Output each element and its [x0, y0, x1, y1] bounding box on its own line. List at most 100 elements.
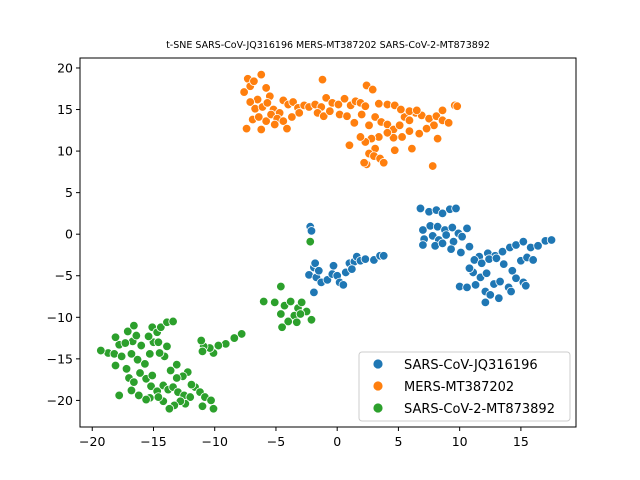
y-tick-label: −5	[55, 268, 73, 283]
data-point	[141, 394, 151, 405]
data-point	[186, 379, 197, 390]
data-point	[521, 281, 531, 291]
data-point	[110, 360, 121, 371]
x-tick-label: −15	[140, 434, 166, 449]
data-point	[528, 255, 538, 265]
data-point	[121, 364, 132, 374]
x-tick-label: 15	[513, 434, 529, 449]
legend-item-mers: MERS-MT387202	[372, 380, 514, 395]
data-point	[397, 132, 407, 142]
data-point	[338, 280, 349, 290]
data-point	[168, 316, 178, 327]
data-point	[464, 263, 475, 273]
data-point	[276, 309, 286, 319]
data-point	[344, 140, 355, 150]
data-point	[126, 385, 137, 396]
data-point	[131, 330, 142, 341]
chart-title: t-SNE SARS-CoV-JQ316196 MERS-MT387202 SA…	[166, 40, 490, 51]
data-point	[132, 354, 143, 365]
data-point	[129, 377, 139, 387]
data-point	[239, 87, 249, 97]
legend-marker-mers	[372, 380, 384, 392]
data-point	[154, 348, 165, 358]
data-point	[135, 368, 145, 378]
data-point	[282, 123, 292, 134]
data-point	[197, 401, 208, 411]
data-point	[364, 120, 374, 131]
data-point	[123, 326, 133, 337]
data-point	[229, 333, 240, 343]
data-point	[339, 94, 350, 104]
series-2	[96, 236, 317, 414]
data-point	[394, 120, 405, 131]
data-point	[447, 222, 458, 233]
data-point	[462, 223, 472, 234]
data-point	[347, 264, 357, 274]
data-point	[306, 226, 317, 236]
data-point	[185, 392, 195, 402]
plot-frame	[79, 57, 577, 428]
data-point	[355, 132, 366, 142]
legend-item-sars-cov: SARS-CoV-JQ316196	[372, 358, 538, 373]
data-point	[254, 112, 264, 122]
data-point	[140, 359, 150, 369]
data-point	[153, 392, 164, 402]
data-point	[441, 230, 451, 240]
legend-label-sars-cov-2: SARS-CoV-2-MT873892	[404, 402, 555, 417]
y-tick-label: 15	[57, 102, 73, 117]
data-point	[374, 99, 384, 109]
data-point	[470, 280, 481, 290]
data-point	[518, 236, 529, 247]
data-point	[241, 123, 252, 134]
data-point	[418, 225, 428, 235]
data-point	[379, 251, 389, 261]
data-point	[333, 99, 344, 110]
x-tick-label: −10	[202, 434, 228, 449]
data-point	[414, 128, 424, 139]
data-point	[446, 244, 456, 254]
data-point	[153, 337, 164, 347]
series-1	[239, 69, 462, 171]
data-point	[379, 158, 389, 168]
data-point	[172, 373, 182, 383]
data-point	[172, 359, 182, 370]
data-point	[457, 231, 467, 242]
data-point	[451, 203, 461, 214]
data-point	[156, 322, 166, 332]
data-point	[197, 346, 208, 357]
legend: SARS-CoV-JQ316196 MERS-MT387202 SARS-CoV…	[358, 351, 571, 422]
data-point	[256, 69, 266, 80]
data-point	[206, 395, 216, 406]
data-point	[292, 317, 302, 327]
x-tick-label: 10	[452, 434, 468, 449]
data-point	[319, 111, 329, 121]
data-point	[294, 108, 304, 118]
data-point	[145, 349, 155, 359]
data-point	[388, 133, 399, 143]
data-point	[136, 340, 146, 351]
y-tick-label: 5	[65, 185, 73, 200]
data-point	[208, 404, 219, 414]
x-tick-label: 0	[333, 434, 341, 449]
legend-marker-sars-cov	[372, 358, 384, 370]
data-point	[306, 315, 317, 325]
data-point	[305, 236, 315, 247]
data-point	[342, 111, 352, 121]
data-point	[506, 286, 516, 297]
data-point	[421, 123, 432, 134]
data-point	[129, 320, 139, 331]
data-point	[359, 158, 369, 168]
legend-marker-sars-cov-2	[372, 402, 384, 414]
data-point	[96, 345, 106, 356]
data-point	[270, 119, 280, 130]
data-point	[162, 341, 172, 352]
data-point	[533, 241, 543, 251]
data-point	[390, 145, 400, 155]
data-point	[321, 93, 331, 103]
data-point	[256, 124, 266, 135]
data-point	[314, 266, 324, 276]
y-tick-label: −10	[47, 310, 73, 325]
data-point	[511, 273, 521, 283]
data-point	[261, 83, 271, 93]
data-point	[480, 297, 491, 308]
